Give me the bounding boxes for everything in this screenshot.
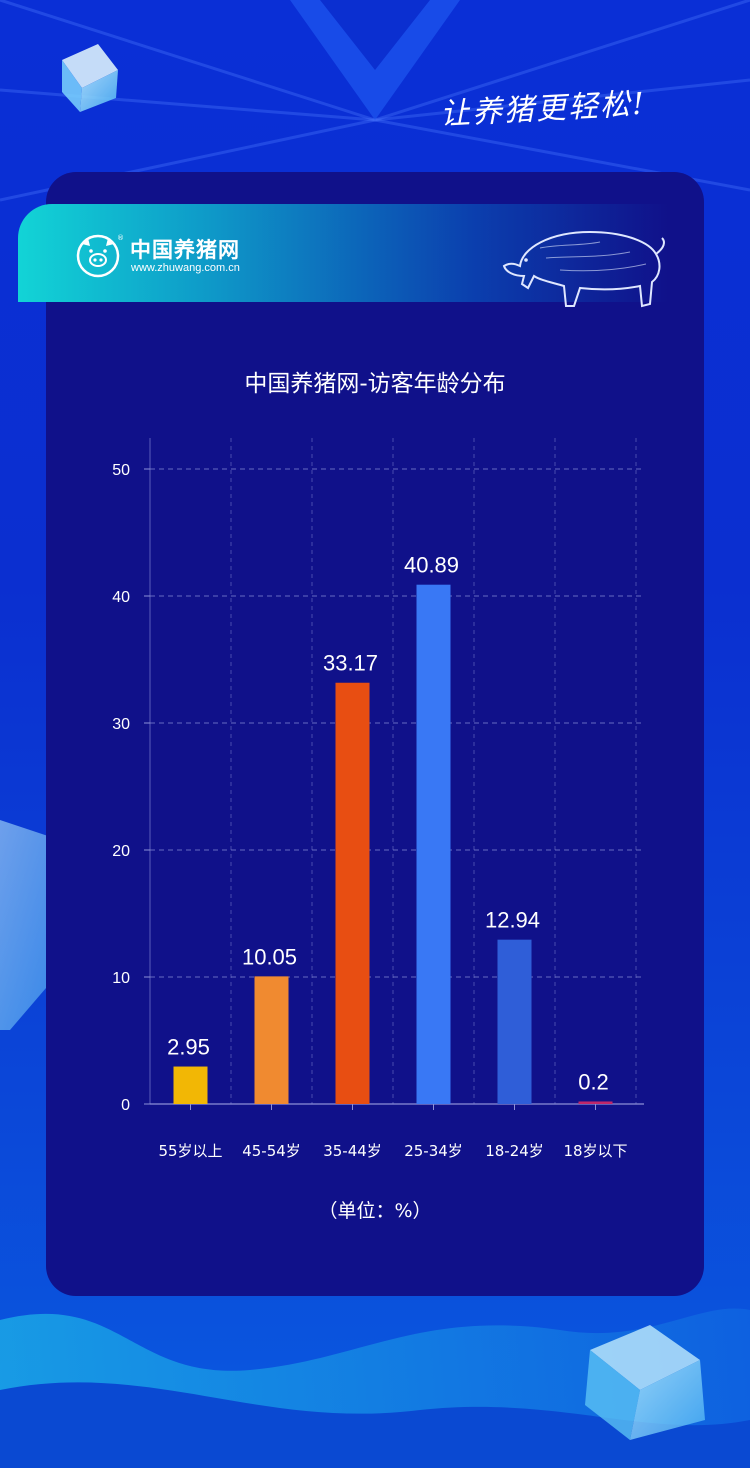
brand-url: www.zhuwang.com.cn	[131, 262, 240, 274]
category-label: 55岁以上	[158, 1142, 222, 1160]
pig-illustration-icon	[502, 230, 665, 308]
chart-title: 中国养猪网-访客年龄分布	[244, 371, 506, 397]
bar	[254, 976, 289, 1104]
value-label: 0.2	[578, 1069, 609, 1094]
category-label: 18-24岁	[485, 1142, 544, 1160]
y-tick-label: 50	[112, 462, 130, 479]
y-tick-label: 30	[112, 716, 130, 733]
y-tick-label: 40	[112, 589, 130, 606]
y-tick-label: 10	[112, 970, 130, 987]
pig-logo-icon: ®	[76, 234, 124, 278]
bar	[497, 939, 532, 1104]
bar	[578, 1101, 613, 1104]
value-label: 40.89	[404, 553, 459, 578]
bar	[173, 1066, 208, 1104]
value-label: 12.94	[485, 908, 540, 933]
brand-name: 中国养猪网	[130, 238, 240, 262]
category-label: 45-54岁	[242, 1142, 301, 1160]
value-label: 10.05	[242, 944, 297, 969]
bar-chart: 0 10 20 30 40 50 2.95 55岁以上 10.05 45-54岁 33.17 35-…	[112, 438, 644, 1160]
chart-card	[46, 172, 704, 1296]
bar	[416, 584, 451, 1104]
y-tick-label: 20	[112, 843, 130, 860]
value-label: 33.17	[323, 651, 378, 676]
brand-banner: ® 中国养猪网 www.zhuwang.com.cn	[18, 204, 668, 302]
unit-label: （单位：%）	[318, 1200, 432, 1222]
svg-text:®: ®	[117, 234, 124, 242]
bar	[335, 682, 370, 1104]
category-label: 25-34岁	[404, 1142, 463, 1160]
value-label: 2.95	[167, 1035, 210, 1060]
y-tick-label: 0	[121, 1097, 130, 1114]
category-label: 35-44岁	[323, 1142, 382, 1160]
category-label: 18岁以下	[563, 1142, 627, 1160]
